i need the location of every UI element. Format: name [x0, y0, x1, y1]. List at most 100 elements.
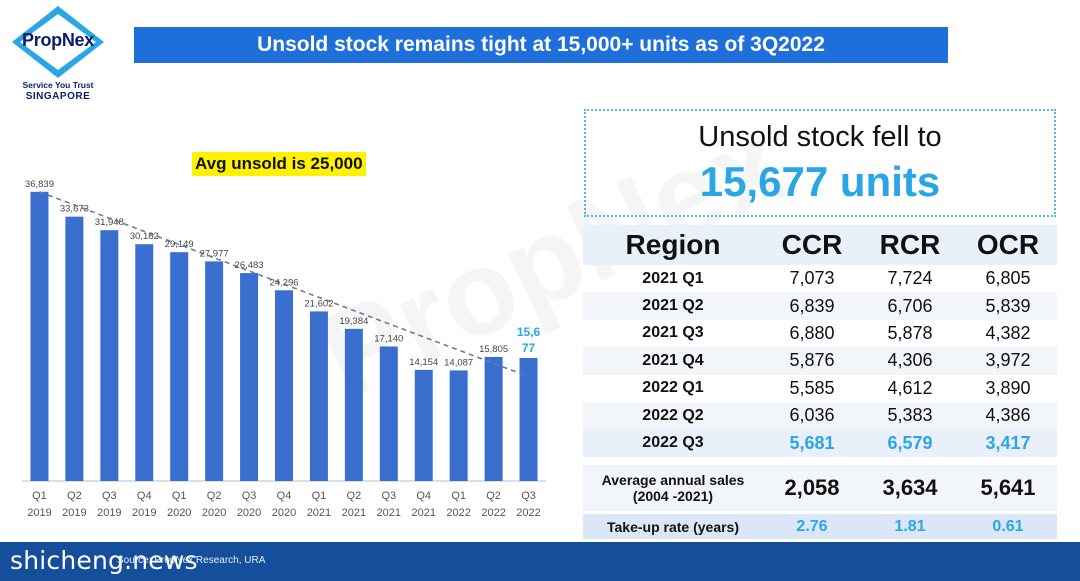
- bar-q3-2019: [100, 230, 119, 481]
- cell-rcr: 5,383: [887, 405, 933, 426]
- x-tick-label: 2021: [342, 507, 366, 519]
- x-tick-label: 2020: [272, 507, 296, 519]
- avg-sales-label: Average annual sales (2004 -2021): [583, 465, 763, 511]
- data-label: 15,805: [479, 344, 508, 355]
- row-period: 2021 Q4: [642, 351, 704, 369]
- slide-title: Unsold stock remains tight at 15,000+ un…: [134, 27, 948, 63]
- x-tick-label: 2020: [202, 507, 226, 519]
- cell-ccr: 6,839: [789, 295, 835, 316]
- bar-q4-2019: [135, 244, 154, 481]
- bar-q2-2021: [344, 328, 363, 481]
- data-label: 29,149: [165, 239, 194, 250]
- x-tick-label: Q3: [102, 490, 117, 502]
- take-up-ocr: 0.61: [992, 517, 1024, 535]
- bar-q3-2020: [240, 273, 259, 481]
- avg-sales-label-line2: (2004 -2021): [632, 488, 714, 504]
- cell-ocr: 4,382: [985, 322, 1031, 343]
- site-watermark: shicheng.news: [10, 546, 198, 575]
- x-tick-label: 2020: [237, 507, 261, 519]
- callout-figure: 15,677 units: [699, 158, 941, 205]
- x-tick-label: Q3: [381, 490, 396, 502]
- data-label: 15,6: [517, 325, 541, 339]
- table-row: 2022 Q3 5,681 6,579 3,417: [583, 429, 1057, 457]
- cell-rcr: 6,579: [887, 432, 933, 453]
- data-label: 14,154: [409, 357, 438, 368]
- row-period: 2021 Q2: [642, 297, 704, 315]
- bar-q3-2021: [379, 346, 398, 481]
- cell-ccr: 5,876: [789, 350, 835, 371]
- source-note: Source: PropNex Research, URA: [117, 555, 266, 566]
- x-tick-label: Q1: [172, 490, 187, 502]
- x-tick-label: 2019: [97, 507, 121, 519]
- bar-q3-2022: [519, 357, 538, 481]
- bar-chart-svg: 36,839 33,673 31,948 30,162 29,149 27,977 26,4…: [22, 179, 546, 519]
- table-row: 2021 Q1 7,073 7,724 6,805: [583, 265, 1057, 292]
- logo-country: SINGAPORE: [25, 91, 91, 102]
- avg-sales-ocr: 5,641: [980, 475, 1036, 500]
- logo-tagline: Service You Trust: [22, 80, 94, 90]
- header-rcr: RCR: [879, 229, 941, 260]
- data-label: 31,948: [95, 217, 124, 228]
- bar-q4-2021: [414, 369, 433, 481]
- x-tick-label: Q4: [137, 490, 152, 502]
- x-tick-label: 2022: [516, 507, 540, 519]
- x-tick-label: Q2: [486, 490, 501, 502]
- x-tick-label: 2021: [307, 507, 331, 519]
- take-up-rate-row: Take-up rate (years) 2.76 1.81 0.61: [583, 514, 1057, 539]
- x-tick-label: Q4: [277, 490, 292, 502]
- take-up-ccr: 2.76: [796, 517, 828, 535]
- bar-q1-2019: [30, 191, 49, 481]
- footer-bar: Source: PropNex Research, URA shicheng.n…: [0, 542, 1080, 581]
- cell-ocr: 3,417: [985, 432, 1031, 453]
- logo-wordmark: PropNex: [22, 30, 94, 50]
- table-row: 2021 Q3 6,880 5,878 4,382: [583, 320, 1057, 347]
- cell-rcr: 4,612: [887, 377, 933, 398]
- data-label: 17,140: [374, 333, 403, 344]
- x-tick-label: Q3: [521, 490, 536, 502]
- callout-text: Unsold stock fell to: [698, 121, 942, 153]
- data-label: 19,384: [339, 316, 368, 327]
- table-row: 2021 Q2 6,839 6,706 5,839: [583, 292, 1057, 320]
- x-tick-label: Q2: [207, 490, 222, 502]
- cell-ccr: 6,880: [789, 322, 835, 343]
- cell-ocr: 4,386: [985, 405, 1031, 426]
- cell-ccr: 5,681: [789, 432, 835, 453]
- x-tick-label: Q2: [67, 490, 82, 502]
- cell-ocr: 6,805: [985, 268, 1031, 289]
- cell-ccr: 6,036: [789, 405, 835, 426]
- bar-q1-2021: [309, 311, 328, 481]
- avg-sales-label-line1: Average annual sales: [601, 472, 745, 488]
- cell-ccr: 7,073: [789, 268, 835, 289]
- x-tick-label: 2019: [27, 507, 51, 519]
- data-label: 27,977: [200, 248, 229, 259]
- regional-unsold-table: Region CCR RCR OCR 2021 Q1 7,073 7,724 6…: [583, 225, 1057, 457]
- x-tick-label: 2022: [446, 507, 470, 519]
- cell-ocr: 3,890: [985, 377, 1031, 398]
- row-period: 2022 Q2: [642, 406, 704, 424]
- x-tick-label: Q1: [451, 490, 466, 502]
- row-period: 2021 Q1: [642, 269, 704, 287]
- x-tick-label: 2020: [167, 507, 191, 519]
- x-tick-label: 2022: [481, 507, 505, 519]
- cell-rcr: 5,878: [887, 322, 933, 343]
- table-row: 2021 Q4 5,876 4,306 3,972: [583, 347, 1057, 375]
- row-period: 2021 Q3: [642, 324, 704, 342]
- header-ocr: OCR: [976, 229, 1040, 260]
- take-up-rcr: 1.81: [894, 517, 926, 535]
- average-annual-sales-row: Average annual sales (2004 -2021) 2,058 …: [583, 465, 1057, 511]
- x-tick-label: 2019: [132, 507, 156, 519]
- x-tick-label: Q3: [242, 490, 257, 502]
- header-ccr: CCR: [781, 229, 843, 260]
- x-tick-label: Q1: [32, 490, 47, 502]
- take-up-label: Take-up rate (years): [606, 518, 739, 535]
- row-period: 2022 Q1: [642, 379, 704, 397]
- data-label: 33,673: [60, 204, 89, 215]
- header-region: Region: [625, 229, 721, 260]
- x-tick-label: 2019: [62, 507, 86, 519]
- avg-unsold-label: Avg unsold is 25,000: [192, 152, 366, 176]
- avg-sales-rcr: 3,634: [882, 475, 938, 500]
- cell-rcr: 7,724: [887, 268, 933, 289]
- table-header-row: Region CCR RCR OCR: [583, 225, 1057, 265]
- x-tick-label: 2021: [411, 507, 435, 519]
- x-tick-label: 2021: [377, 507, 401, 519]
